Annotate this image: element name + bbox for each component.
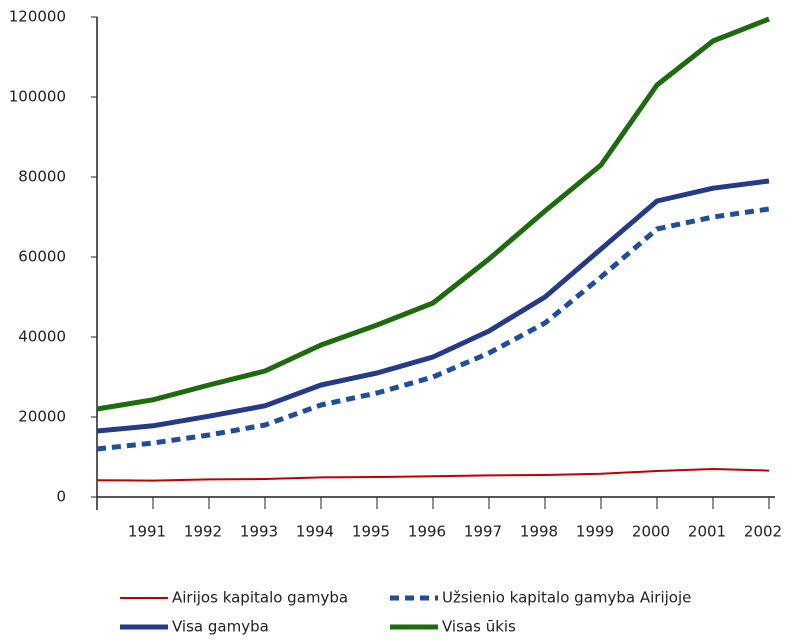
series-line [96, 16, 770, 412]
x-tick-label: 2000 [632, 523, 670, 541]
x-tick-label: 1997 [464, 523, 502, 541]
x-tick-label: 1992 [184, 523, 222, 541]
y-tick-label: 0 [56, 488, 66, 506]
legend-label: Airijos kapitalo gamyba [172, 589, 348, 607]
x-tick-label: 1995 [352, 523, 390, 541]
y-tick-label: 60000 [18, 248, 66, 266]
y-tick-label: 40000 [18, 328, 66, 346]
x-tick-label: 1996 [408, 523, 446, 541]
y-tick-label: 100000 [9, 88, 66, 106]
x-tick-label: 1999 [576, 523, 614, 541]
y-tick-label: 80000 [18, 168, 66, 186]
x-tick-label: 2001 [688, 523, 726, 541]
x-tick-label: 1994 [296, 523, 334, 541]
legend-label: Užsienio kapitalo gamyba Airijoje [442, 589, 691, 607]
x-tick-label: 1998 [520, 523, 558, 541]
y-tick-label: 20000 [18, 408, 66, 426]
legend-label: Visa gamyba [172, 618, 269, 636]
series-line [96, 468, 770, 482]
series-line [96, 178, 770, 434]
y-tick-label: 120000 [9, 8, 66, 26]
series-line [96, 206, 770, 452]
x-tick-label: 1991 [128, 523, 166, 541]
x-tick-label: 1993 [240, 523, 278, 541]
x-tick-label: 2002 [744, 523, 782, 541]
legend-label: Visas ūkis [442, 618, 516, 636]
